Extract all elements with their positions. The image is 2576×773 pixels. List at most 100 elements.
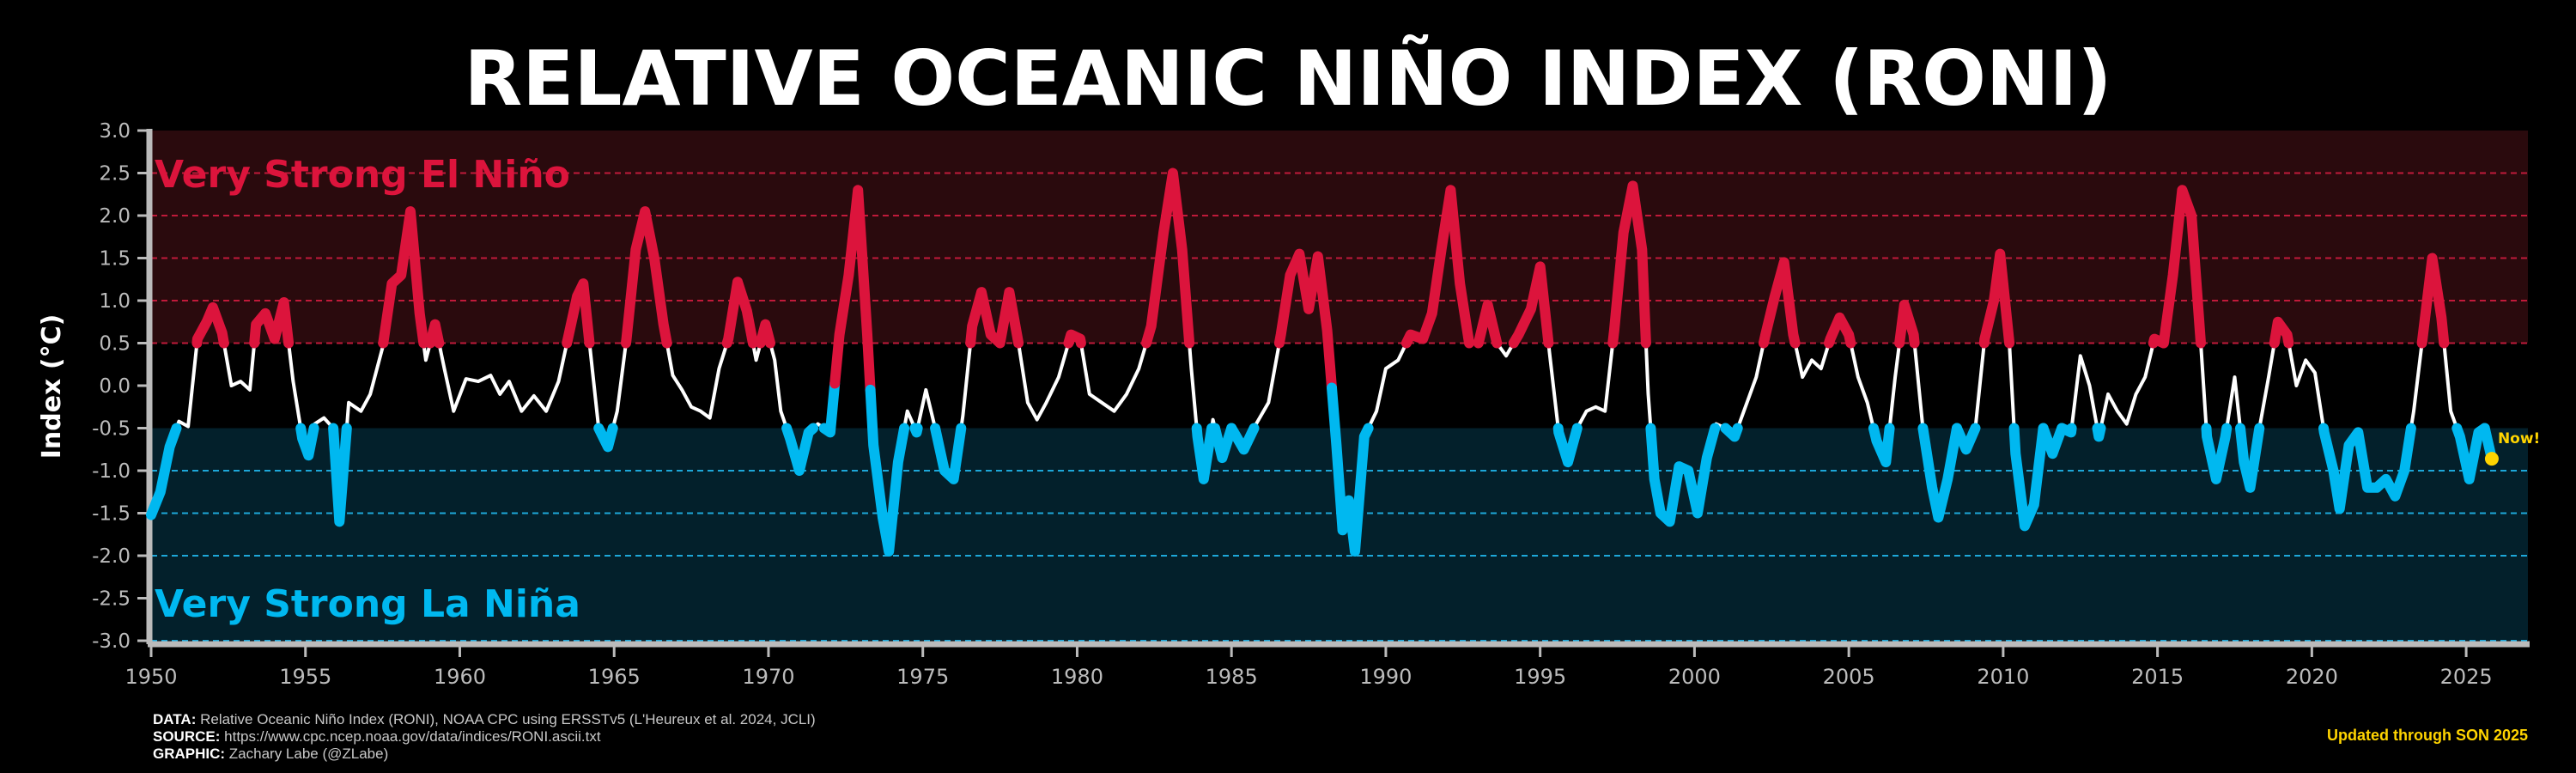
- neutral-segment: [665, 341, 729, 420]
- x-tick-label: 2000: [1668, 665, 1721, 689]
- el-nino-segment: [1607, 180, 1651, 349]
- y-tick-label: -3.0: [92, 630, 131, 653]
- updated-note: Updated through SON 2025: [2326, 727, 2528, 744]
- neutral-segment: [1912, 341, 1925, 430]
- neutral-segment: [2069, 354, 2099, 430]
- el-nino-segment: [1508, 261, 1554, 349]
- neutral-segment: [1252, 341, 1281, 430]
- la-nina-segment: [781, 423, 819, 476]
- y-tick-label: -1.0: [92, 460, 131, 483]
- el-nino-segment: [191, 301, 229, 349]
- chart-title: RELATIVE OCEANIC NIÑO INDEX (RONI): [465, 34, 2112, 123]
- el-nino-segment: [994, 287, 1024, 349]
- x-tick-label: 2025: [2440, 665, 2493, 689]
- neutral-segment: [422, 341, 433, 362]
- y-tick-label: -0.5: [92, 418, 131, 441]
- neutral-segment: [1078, 341, 1148, 413]
- neutral-segment: [611, 341, 628, 430]
- y-tick-label: 1.5: [99, 248, 131, 271]
- la-nina-segment: [2318, 423, 2416, 514]
- neutral-segment: [1887, 341, 1902, 430]
- neutral-segment: [1793, 341, 1831, 380]
- el-nino-segment: [1273, 248, 1337, 393]
- footer-credits: DATA: Relative Oceanic Niño Index (RONI)…: [153, 711, 816, 763]
- la-nina-segment: [146, 423, 182, 520]
- y-tick-label: 2.5: [99, 163, 131, 186]
- neutral-segment: [222, 341, 257, 392]
- la-nina-segment: [2092, 423, 2106, 442]
- el-nino-segment: [249, 297, 295, 349]
- y-tick-label: 1.0: [99, 290, 131, 313]
- x-tick-label: 1995: [1514, 665, 1566, 689]
- neutral-segment: [1849, 341, 1875, 430]
- region-label-el-nino: Very Strong El Niño: [155, 153, 570, 197]
- la-nina-segment: [1226, 423, 1260, 455]
- la-nina-segment: [593, 423, 618, 453]
- y-tick-label: -2.0: [92, 545, 131, 568]
- el-nino-segment: [829, 185, 876, 395]
- neutral-segment: [174, 341, 199, 430]
- region-label-la-nina: Very Strong La Niña: [155, 582, 580, 626]
- neutral-segment: [1973, 341, 1986, 430]
- x-tick-label: 1980: [1051, 665, 1103, 689]
- la-nina-segment: [930, 423, 967, 484]
- neutral-segment: [1575, 341, 1615, 430]
- el-nino-segment: [2416, 253, 2450, 349]
- x-axis-ticks: 1950 1955 1960 1965 1970 1975 1980 1985 1990 1995…: [125, 647, 2493, 689]
- neutral-segment: [959, 341, 973, 430]
- x-tick-label: 1990: [1359, 665, 1412, 689]
- x-tick-label: 2005: [1823, 665, 1875, 689]
- la-nina-segment: [1917, 423, 1962, 523]
- la-nina-segment: [2201, 423, 2233, 484]
- y-tick-label: 0.0: [99, 375, 131, 398]
- la-nina-segment: [1191, 423, 1218, 484]
- y-tick-label: 3.0: [99, 120, 131, 143]
- la-nina-segment: [295, 423, 319, 461]
- x-tick-label: 1955: [279, 665, 331, 689]
- neutral-segment: [1546, 341, 1560, 430]
- x-tick-label: 1950: [125, 665, 177, 689]
- la-nina-segment: [909, 423, 923, 438]
- el-nino-segment: [1063, 329, 1086, 349]
- la-nina-segment: [328, 423, 352, 527]
- la-nina-segment: [1868, 423, 1895, 468]
- x-tick-label: 2010: [1977, 665, 2029, 689]
- el-nino-segment: [1978, 248, 2015, 349]
- x-tick-label: 1985: [1206, 665, 1258, 689]
- now-marker: [2484, 452, 2499, 466]
- neutral-segment: [2225, 375, 2242, 430]
- x-tick-label: 2020: [2286, 665, 2338, 689]
- y-axis-ticks: 3.0 2.5 2.0 1.5 1.0 0.5 0.0 -0.5 -1.0 -1.5 -2.0 -2.…: [92, 120, 148, 653]
- y-tick-label: 0.5: [99, 333, 131, 356]
- y-axis-label: Index (°C): [37, 314, 67, 460]
- la-nina-segment: [1327, 382, 1374, 557]
- y-tick-label: -2.5: [92, 588, 131, 611]
- roni-series: [146, 167, 2497, 557]
- neutral-segment: [915, 387, 938, 430]
- neutral-segment: [769, 341, 789, 430]
- el-nino-band: [151, 131, 2528, 344]
- la-nina-segment: [1720, 423, 1743, 442]
- la-nina-segment: [2235, 423, 2265, 493]
- neutral-segment: [1017, 341, 1071, 422]
- y-tick-label: -1.5: [92, 503, 131, 526]
- now-label: Now!: [2498, 430, 2540, 447]
- axes: [146, 129, 2530, 648]
- la-nina-segment: [865, 384, 910, 557]
- x-tick-label: 1975: [896, 665, 949, 689]
- el-nino-segment: [1400, 185, 1474, 349]
- el-nino-segment: [1141, 167, 1195, 349]
- neutral-segment: [2099, 341, 2155, 430]
- footer-data-line: DATA: Relative Oceanic Niño Index (RONI)…: [153, 711, 816, 727]
- el-nino-segment: [1894, 299, 1920, 349]
- x-tick-label: 2015: [2131, 665, 2184, 689]
- el-nino-segment: [562, 278, 595, 349]
- neutral-segment: [344, 341, 386, 430]
- el-nino-segment: [1473, 299, 1503, 349]
- neutral-segment: [750, 341, 762, 362]
- neutral-segment: [2008, 341, 2016, 430]
- el-nino-segment: [2269, 316, 2294, 349]
- el-nino-segment: [378, 206, 429, 349]
- neutral-segment: [2409, 341, 2424, 430]
